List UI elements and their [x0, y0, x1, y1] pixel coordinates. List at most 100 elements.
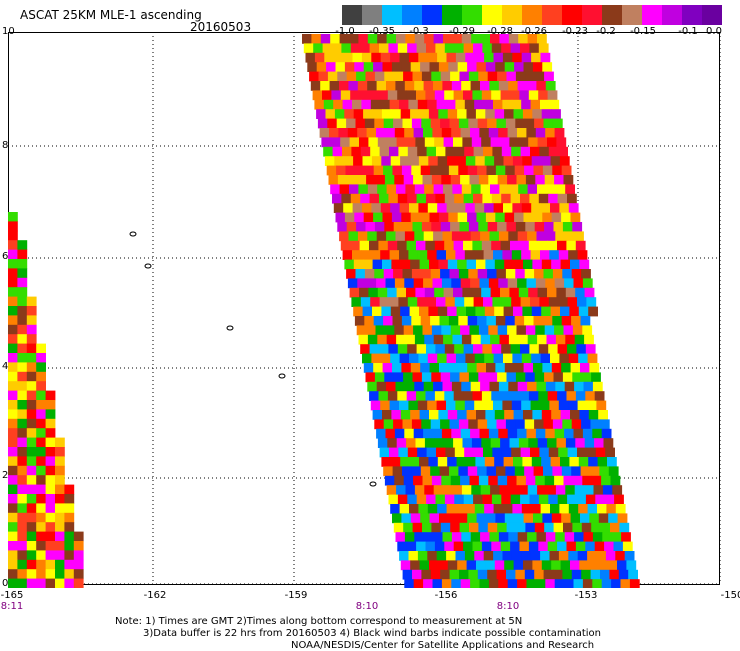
wind-cell — [600, 522, 611, 533]
wind-cell — [399, 99, 409, 110]
wind-cell — [452, 184, 463, 195]
wind-cell — [425, 90, 436, 101]
wind-cell — [538, 240, 548, 251]
wind-cell — [400, 109, 411, 119]
wind-cell — [414, 34, 425, 44]
wind-cell — [26, 371, 37, 382]
wind-cell — [408, 52, 419, 63]
wind-cell — [380, 353, 391, 364]
wind-cell — [462, 287, 473, 298]
wind-cell — [518, 184, 528, 195]
wind-cell — [504, 259, 514, 270]
wind-cell — [505, 118, 516, 129]
wind-cell — [423, 278, 433, 289]
wind-cell — [346, 118, 356, 129]
wind-cell — [55, 559, 65, 570]
wind-cell — [560, 560, 571, 571]
wind-cell — [380, 203, 391, 213]
wind-cell — [546, 334, 557, 345]
wind-cell — [555, 231, 566, 242]
wind-cell — [398, 447, 409, 458]
wind-cell — [350, 90, 360, 101]
wind-cell — [560, 457, 570, 467]
wind-cell — [336, 165, 346, 176]
wind-cell — [55, 437, 65, 448]
wind-cell — [575, 240, 586, 251]
wind-cell — [360, 193, 370, 204]
wind-cell — [512, 504, 523, 514]
wind-cell — [528, 240, 539, 251]
wind-cell — [447, 259, 458, 270]
wind-cell — [407, 43, 417, 54]
wind-cell — [366, 175, 376, 185]
lat-label: 8 — [2, 140, 9, 151]
wind-cell — [425, 391, 436, 401]
wind-cell — [17, 437, 28, 448]
wind-cell — [379, 297, 390, 307]
wind-cell — [36, 512, 46, 523]
wind-cell — [461, 231, 472, 242]
wind-cell — [406, 287, 416, 298]
wind-cell — [559, 156, 570, 166]
wind-cell — [428, 109, 439, 119]
wind-cell — [561, 165, 572, 176]
wind-cell — [360, 43, 370, 54]
wind-cell — [522, 109, 533, 119]
wind-cell — [376, 428, 386, 439]
wind-cell — [440, 71, 451, 82]
wind-cell — [447, 560, 458, 571]
wind-cell — [305, 52, 316, 63]
wind-cell — [454, 193, 464, 204]
lon-label: -165 — [0, 590, 24, 601]
wind-cell — [36, 494, 46, 504]
wind-cell — [502, 400, 513, 411]
wind-cell — [598, 410, 608, 420]
wind-cell — [535, 579, 546, 588]
wind-cell — [478, 222, 489, 232]
wind-cell — [465, 353, 476, 364]
wind-cell — [389, 250, 400, 260]
wind-cell — [477, 165, 487, 176]
wind-cell — [406, 438, 416, 448]
wind-cell — [512, 203, 523, 213]
wind-cell — [507, 325, 517, 336]
wind-cell — [508, 532, 519, 542]
wind-cell — [533, 513, 543, 524]
wind-cell — [17, 475, 28, 485]
wind-cell — [531, 306, 542, 317]
colorbar-swatch — [622, 5, 643, 25]
wind-cell — [456, 457, 467, 467]
wind-cell — [343, 156, 354, 166]
wind-cell — [520, 43, 530, 54]
wind-cell — [504, 363, 515, 373]
wind-cell — [386, 334, 397, 345]
wind-cell — [531, 52, 541, 63]
wind-cell — [377, 184, 387, 195]
wind-cell — [443, 485, 453, 495]
wind-cell — [484, 504, 494, 514]
wind-cell — [464, 297, 474, 307]
wind-cell — [332, 193, 342, 204]
wind-cell — [340, 90, 351, 101]
wind-cell — [17, 315, 28, 326]
wind-cell — [470, 532, 481, 542]
wind-cell — [508, 81, 518, 91]
wind-cell — [424, 34, 434, 44]
wind-cell — [581, 419, 591, 430]
wind-cell — [469, 522, 479, 533]
wind-cell — [316, 62, 327, 72]
wind-cell — [395, 532, 406, 542]
wind-cell — [555, 381, 566, 392]
wind-cell — [472, 541, 483, 552]
wind-cell — [544, 175, 555, 185]
wind-cell — [617, 513, 628, 524]
wind-cell — [36, 550, 46, 561]
wind-cell — [360, 146, 371, 157]
wind-cell — [613, 541, 624, 552]
wind-cell — [534, 118, 544, 129]
wind-cell — [400, 560, 411, 571]
wind-cell — [548, 297, 559, 307]
wind-cell — [581, 522, 592, 533]
wind-cell — [322, 43, 333, 54]
wind-cell — [383, 316, 393, 326]
